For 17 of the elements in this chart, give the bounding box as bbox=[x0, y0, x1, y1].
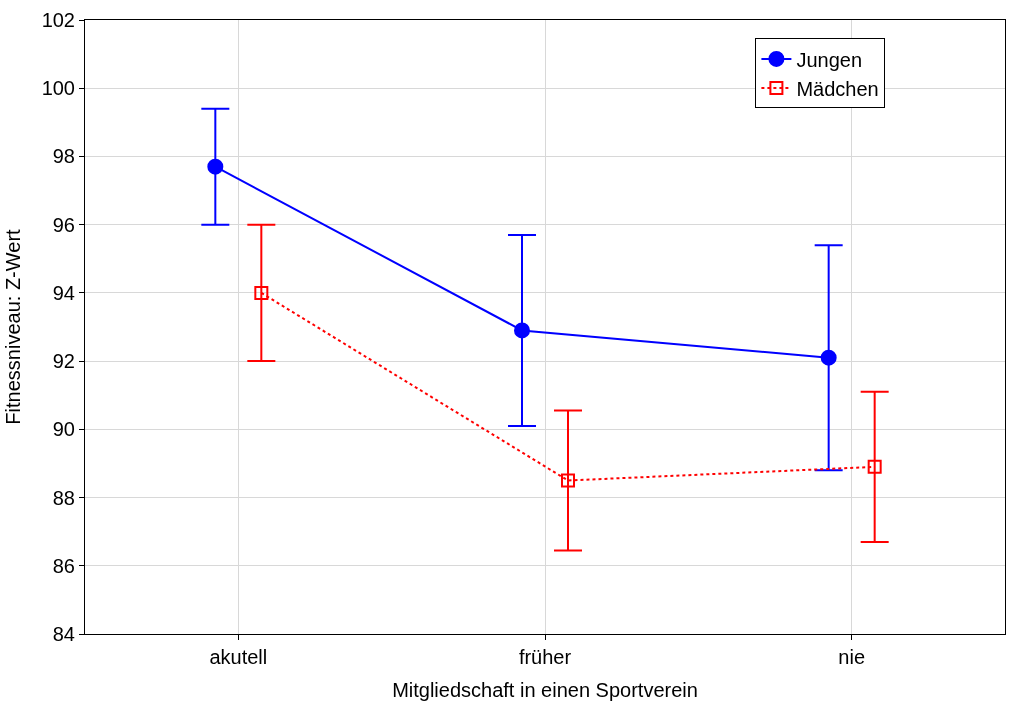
y-tick-label: 86 bbox=[52, 554, 75, 577]
y-tick-label: 100 bbox=[41, 77, 75, 100]
x-tick-label: früher bbox=[518, 646, 572, 668]
y-tick-label: 102 bbox=[41, 9, 75, 31]
x-axis-title: Mitgliedschaft in einen Sportverein bbox=[392, 678, 698, 701]
y-tick-label: 84 bbox=[52, 623, 75, 645]
x-tick-label: nie bbox=[838, 646, 866, 668]
x-tick-label: akutell bbox=[209, 646, 268, 668]
y-axis-title: Fitnessniveau: Z-Wert bbox=[2, 228, 25, 425]
y-tick-label: 98 bbox=[52, 145, 75, 168]
y-tick-label: 92 bbox=[52, 350, 75, 373]
legend-label: Jungen bbox=[796, 48, 863, 71]
y-tick-label: 88 bbox=[52, 486, 75, 509]
legend-label: Mädchen bbox=[796, 77, 879, 100]
y-tick-label: 96 bbox=[52, 213, 75, 236]
y-tick-label: 94 bbox=[52, 281, 75, 304]
y-tick-label: 90 bbox=[52, 418, 75, 441]
